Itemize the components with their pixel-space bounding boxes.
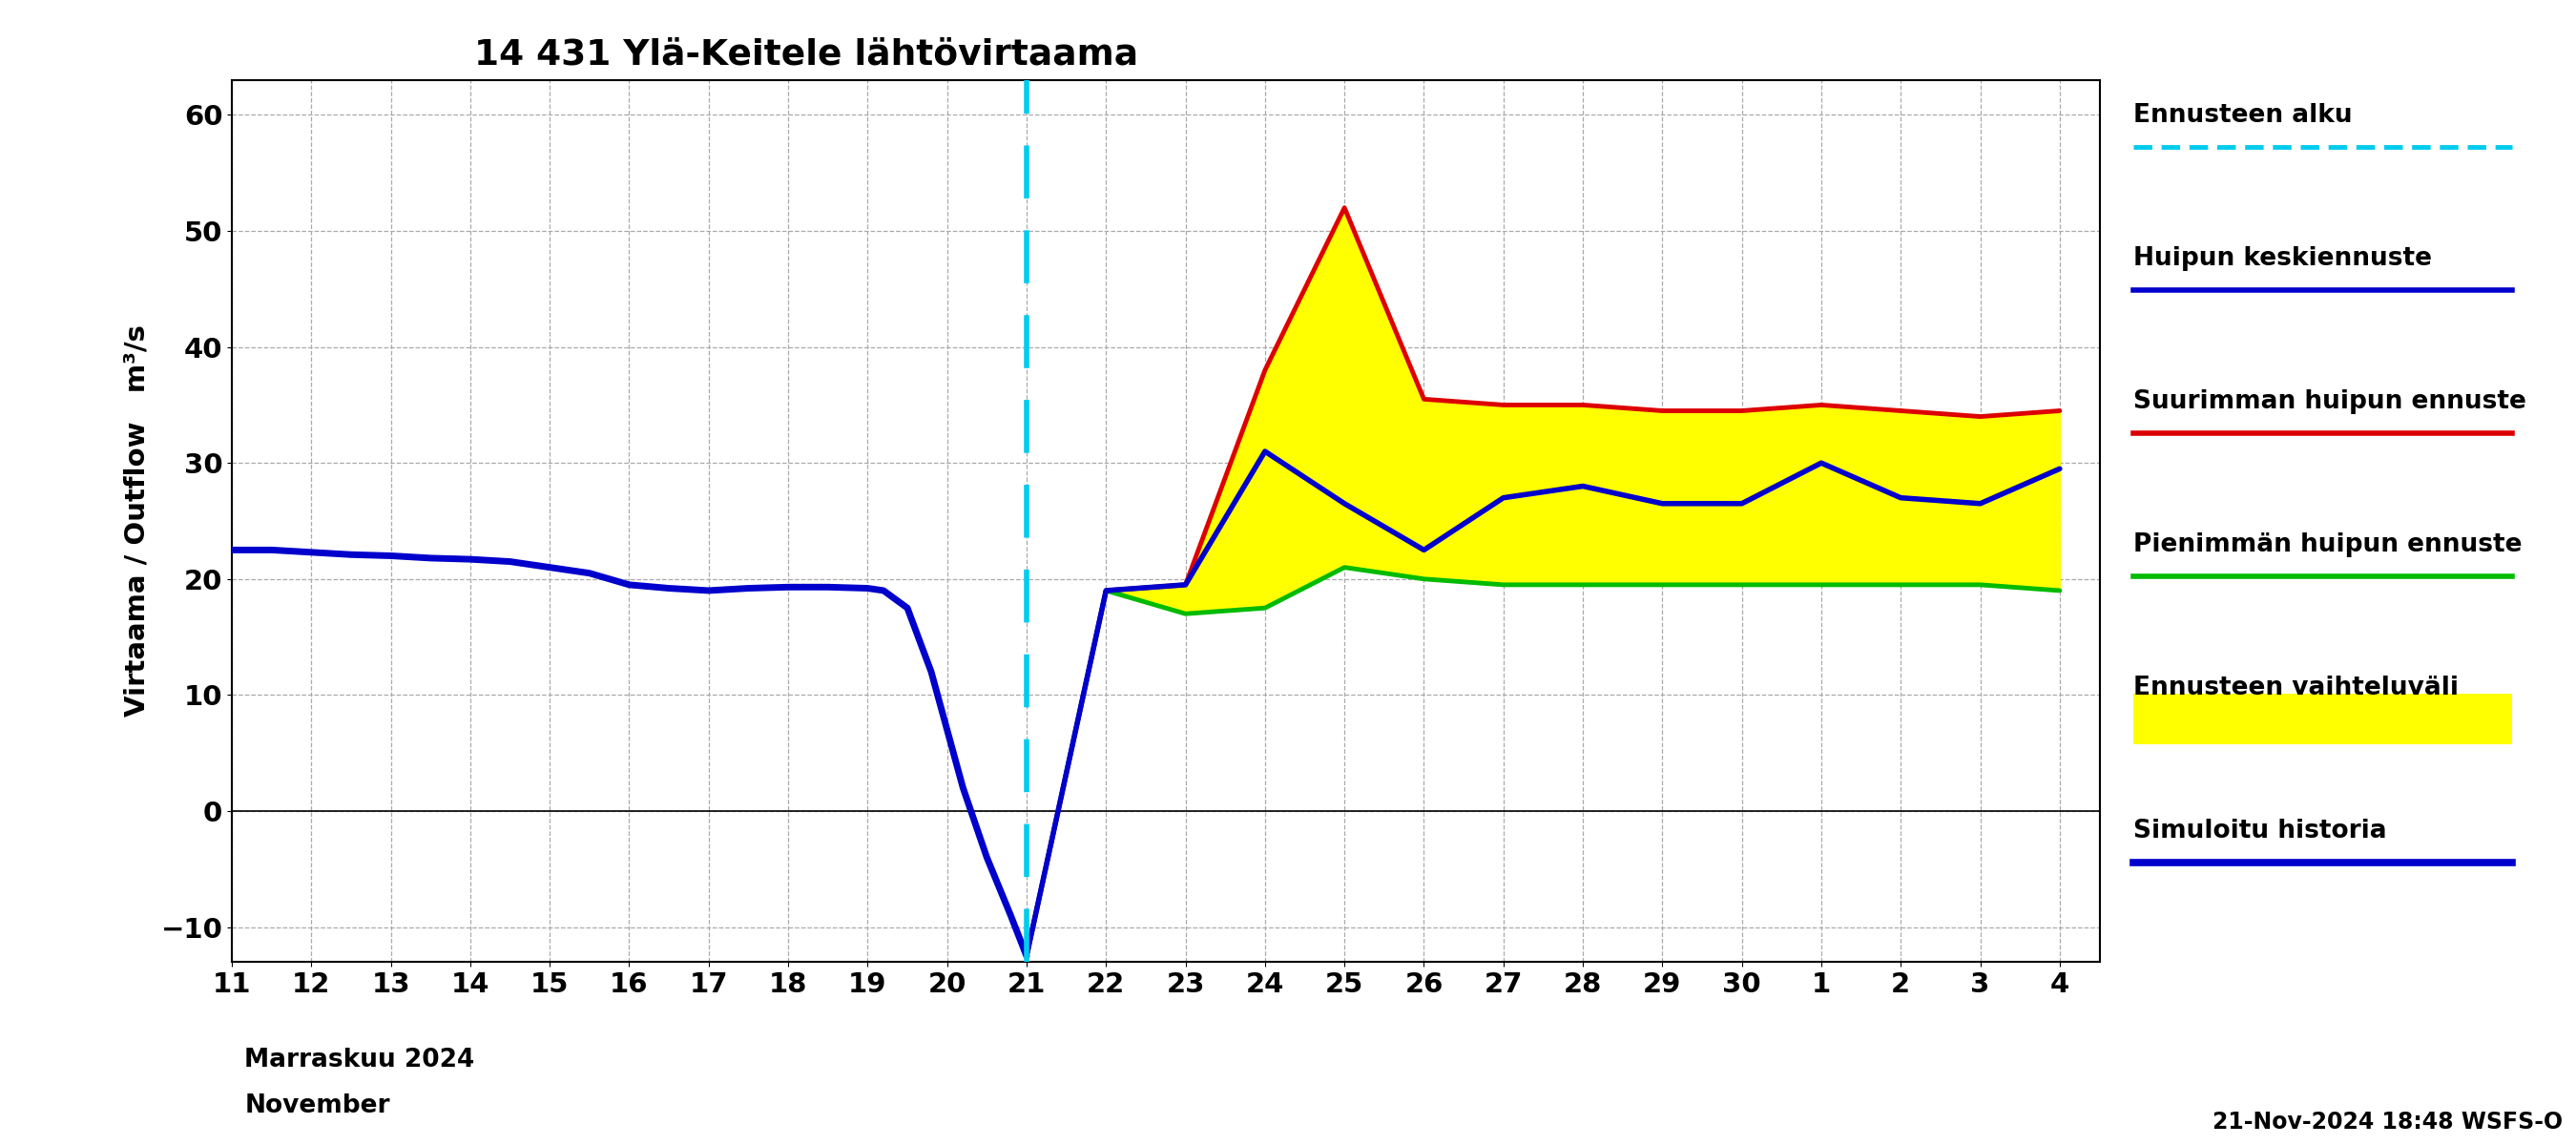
Text: November: November — [245, 1093, 389, 1119]
Bar — [2133, 694, 2512, 744]
Text: Marraskuu 2024: Marraskuu 2024 — [245, 1048, 474, 1073]
Text: Ennusteen vaihteluväli: Ennusteen vaihteluväli — [2133, 676, 2458, 701]
Text: Ennusteen alku: Ennusteen alku — [2133, 103, 2352, 128]
Text: 21-Nov-2024 18:48 WSFS-O: 21-Nov-2024 18:48 WSFS-O — [2213, 1111, 2563, 1134]
Text: Pienimmän huipun ennuste: Pienimmän huipun ennuste — [2133, 532, 2522, 558]
Text: Suurimman huipun ennuste: Suurimman huipun ennuste — [2133, 389, 2527, 414]
Text: Simuloitu historia: Simuloitu historia — [2133, 819, 2385, 844]
Y-axis label: Virtaama / Outflow   m³/s: Virtaama / Outflow m³/s — [124, 325, 149, 717]
Text: Huipun keskiennuste: Huipun keskiennuste — [2133, 246, 2432, 271]
Text: 14 431 Ylä-Keitele lähtövirtaama: 14 431 Ylä-Keitele lähtövirtaama — [474, 38, 1139, 72]
